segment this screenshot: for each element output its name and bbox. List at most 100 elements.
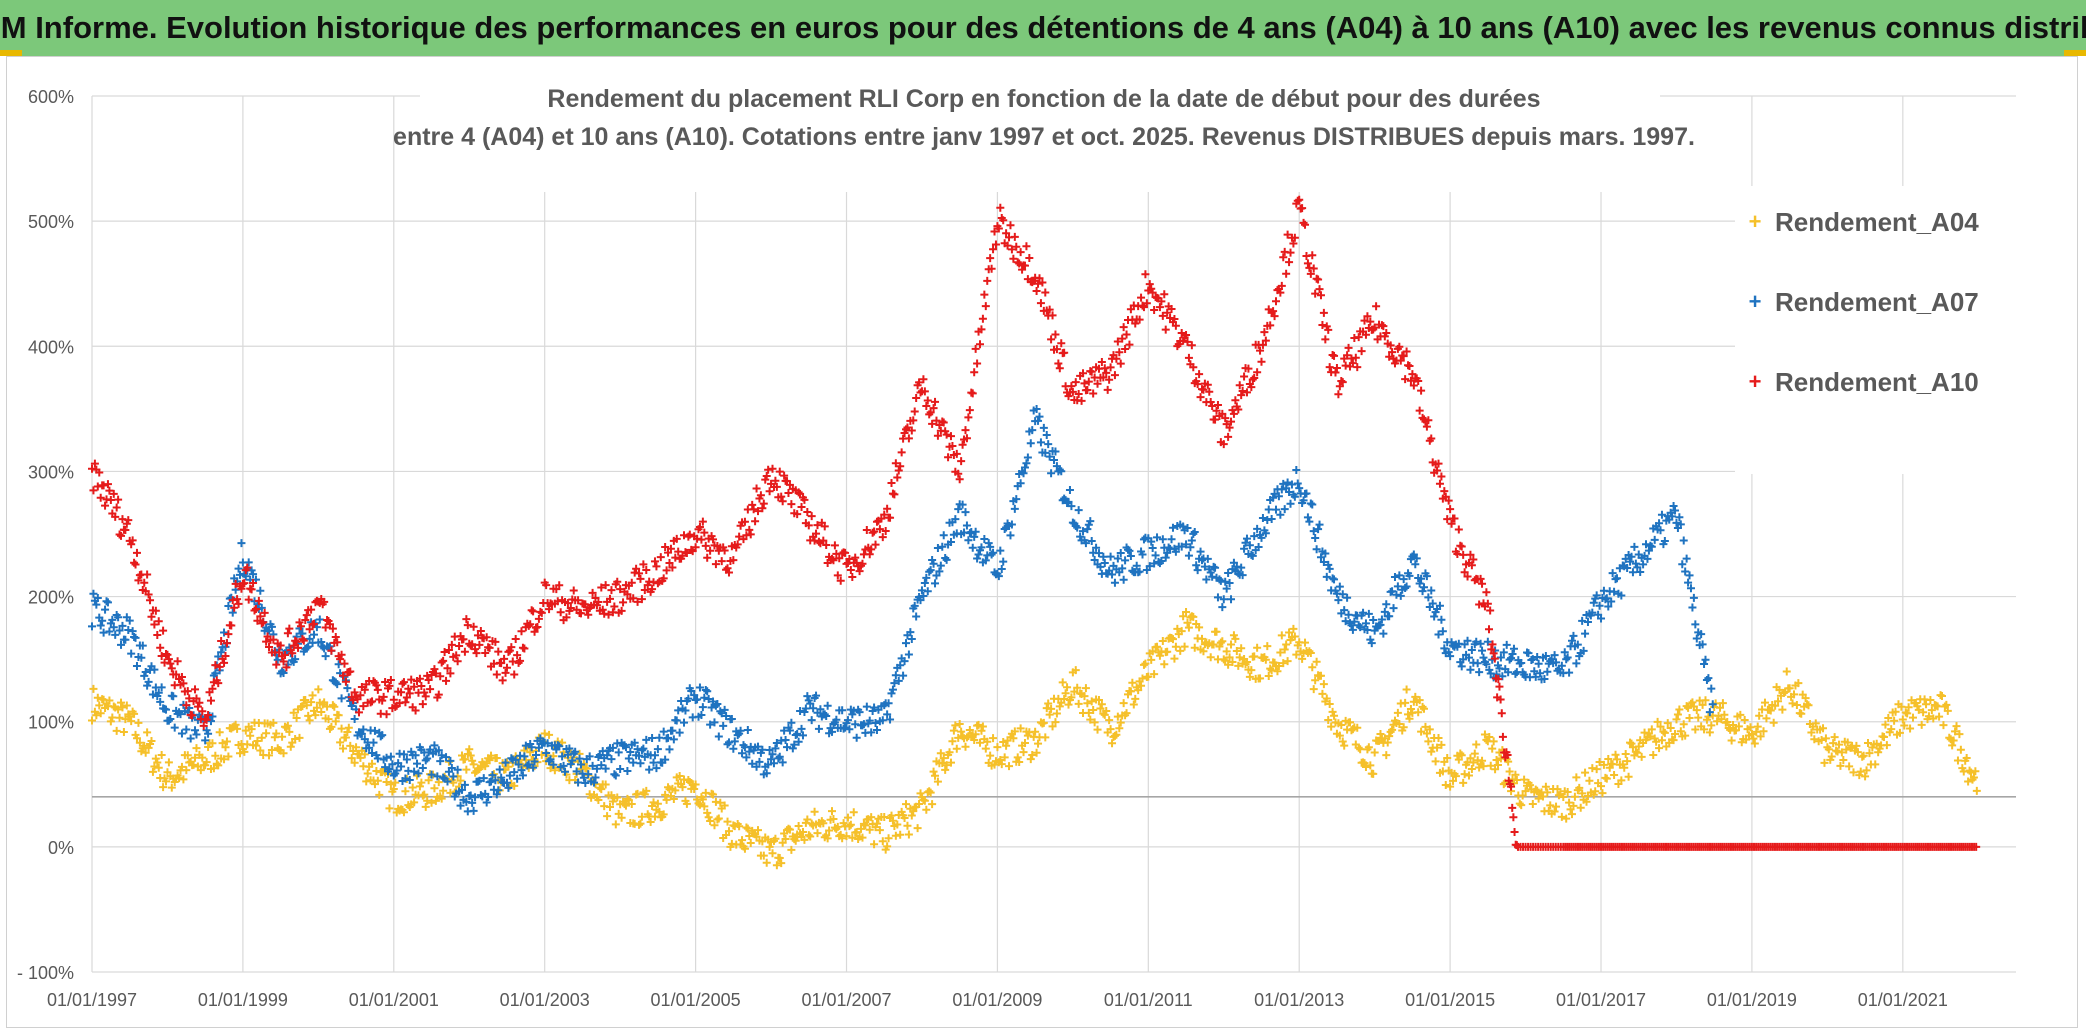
point-a04 — [1112, 730, 1121, 739]
point-a07 — [439, 773, 448, 782]
point-a10 — [299, 636, 308, 645]
point-a04 — [1122, 709, 1131, 718]
point-a10 — [1170, 314, 1179, 323]
point-a04 — [341, 733, 350, 742]
point-a04 — [1955, 730, 1964, 739]
point-a10 — [1054, 359, 1063, 368]
point-a04 — [1015, 757, 1024, 766]
point-a04 — [1864, 738, 1872, 747]
point-a07 — [809, 704, 818, 713]
point-a10 — [1427, 434, 1436, 443]
point-a10 — [159, 626, 168, 635]
point-a10 — [1224, 432, 1233, 441]
point-a07 — [669, 735, 678, 744]
point-a07 — [929, 559, 938, 568]
point-a04 — [1659, 727, 1668, 736]
point-a10 — [407, 675, 416, 684]
point-a07 — [453, 765, 462, 774]
point-a04 — [1917, 720, 1926, 729]
point-a07 — [1234, 569, 1243, 578]
point-a04 — [925, 787, 934, 796]
point-a10 — [468, 640, 477, 649]
point-a07 — [591, 773, 600, 782]
point-a07 — [1153, 533, 1162, 542]
x-tick-label: 01/01/2017 — [1556, 990, 1646, 1010]
point-a10 — [1205, 387, 1214, 396]
point-a04 — [1179, 612, 1188, 621]
point-a10 — [794, 488, 803, 497]
point-a10 — [562, 613, 571, 622]
point-a10 — [208, 684, 217, 693]
point-a04 — [1862, 766, 1871, 775]
point-a04 — [1141, 659, 1150, 668]
point-a10 — [356, 691, 365, 700]
point-a07 — [585, 752, 594, 761]
point-a07 — [1138, 550, 1147, 559]
point-a07 — [476, 791, 485, 800]
point-a04 — [675, 772, 684, 781]
point-a04 — [295, 733, 304, 742]
point-a07 — [946, 537, 955, 546]
point-a04 — [1945, 733, 1954, 742]
point-a07 — [1528, 655, 1537, 664]
point-a04 — [1929, 714, 1938, 723]
point-a10 — [217, 636, 226, 645]
point-a07 — [411, 751, 420, 760]
point-a10 — [112, 503, 121, 512]
point-a10 — [833, 571, 842, 580]
point-a07 — [1350, 617, 1359, 626]
point-a07 — [102, 597, 111, 606]
point-a07 — [745, 747, 754, 756]
point-a10 — [151, 606, 160, 615]
point-a04 — [1610, 771, 1619, 780]
point-a07 — [1568, 636, 1576, 645]
point-a04 — [1180, 642, 1189, 651]
point-a10 — [305, 625, 314, 634]
point-a10 — [1052, 345, 1061, 354]
point-a04 — [1646, 732, 1655, 741]
point-a10 — [623, 590, 632, 599]
point-a07 — [1359, 608, 1368, 617]
point-a10 — [473, 631, 482, 640]
point-a07 — [305, 634, 314, 643]
point-a10 — [962, 434, 971, 443]
point-a10 — [131, 560, 140, 569]
point-a07 — [1198, 556, 1206, 565]
point-a07 — [932, 571, 941, 580]
point-a07 — [154, 688, 163, 697]
point-a10 — [292, 637, 301, 646]
point-a10 — [1057, 339, 1066, 348]
point-a04 — [1086, 715, 1095, 724]
point-a07 — [980, 534, 989, 543]
point-a10 — [455, 641, 464, 650]
point-a04 — [1212, 627, 1221, 636]
point-a07 — [922, 573, 931, 582]
point-a04 — [1171, 642, 1180, 651]
point-a04 — [1891, 707, 1900, 716]
point-a07 — [648, 733, 657, 742]
y-tick-label: 0% — [48, 838, 74, 858]
point-a04 — [1237, 644, 1246, 653]
point-a04 — [762, 858, 771, 867]
point-a04 — [671, 786, 680, 795]
point-a04 — [1952, 722, 1961, 731]
point-a07 — [958, 500, 967, 509]
point-a10 — [955, 475, 964, 484]
point-a07 — [1193, 566, 1202, 575]
point-a07 — [920, 578, 929, 587]
point-a04 — [1401, 698, 1410, 707]
point-a07 — [492, 790, 501, 799]
point-a04 — [317, 707, 326, 716]
point-a07 — [220, 628, 229, 637]
point-a10 — [424, 675, 433, 684]
point-a10 — [566, 603, 575, 612]
point-a10 — [756, 491, 765, 500]
point-a10 — [819, 536, 828, 545]
point-a07 — [368, 748, 377, 757]
point-a10 — [672, 534, 681, 543]
point-a04 — [1705, 728, 1714, 737]
point-a10 — [810, 536, 819, 545]
point-a10 — [385, 681, 394, 690]
point-a07 — [1334, 596, 1343, 605]
point-a10 — [195, 698, 204, 707]
